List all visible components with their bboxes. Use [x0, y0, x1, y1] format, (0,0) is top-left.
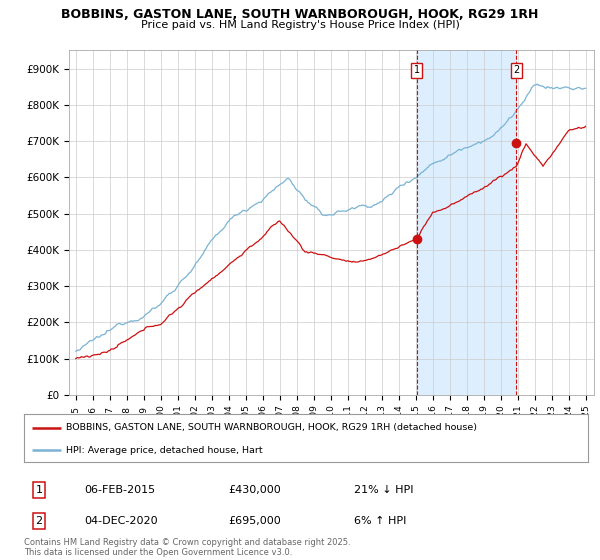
Text: 06-FEB-2015: 06-FEB-2015 [84, 485, 155, 495]
Text: 1: 1 [414, 66, 420, 76]
Text: BOBBINS, GASTON LANE, SOUTH WARNBOROUGH, HOOK, RG29 1RH (detached house): BOBBINS, GASTON LANE, SOUTH WARNBOROUGH,… [66, 423, 478, 432]
Text: 2: 2 [513, 66, 520, 76]
Text: Price paid vs. HM Land Registry's House Price Index (HPI): Price paid vs. HM Land Registry's House … [140, 20, 460, 30]
Text: £695,000: £695,000 [228, 516, 281, 526]
Text: 2: 2 [35, 516, 43, 526]
Text: 21% ↓ HPI: 21% ↓ HPI [354, 485, 413, 495]
Text: HPI: Average price, detached house, Hart: HPI: Average price, detached house, Hart [66, 446, 263, 455]
Text: £430,000: £430,000 [228, 485, 281, 495]
Text: 1: 1 [35, 485, 43, 495]
Text: Contains HM Land Registry data © Crown copyright and database right 2025.
This d: Contains HM Land Registry data © Crown c… [24, 538, 350, 557]
Text: 04-DEC-2020: 04-DEC-2020 [84, 516, 158, 526]
Bar [417, 50, 516, 395]
Text: BOBBINS, GASTON LANE, SOUTH WARNBOROUGH, HOOK, RG29 1RH: BOBBINS, GASTON LANE, SOUTH WARNBOROUGH,… [61, 8, 539, 21]
Text: 6% ↑ HPI: 6% ↑ HPI [354, 516, 406, 526]
